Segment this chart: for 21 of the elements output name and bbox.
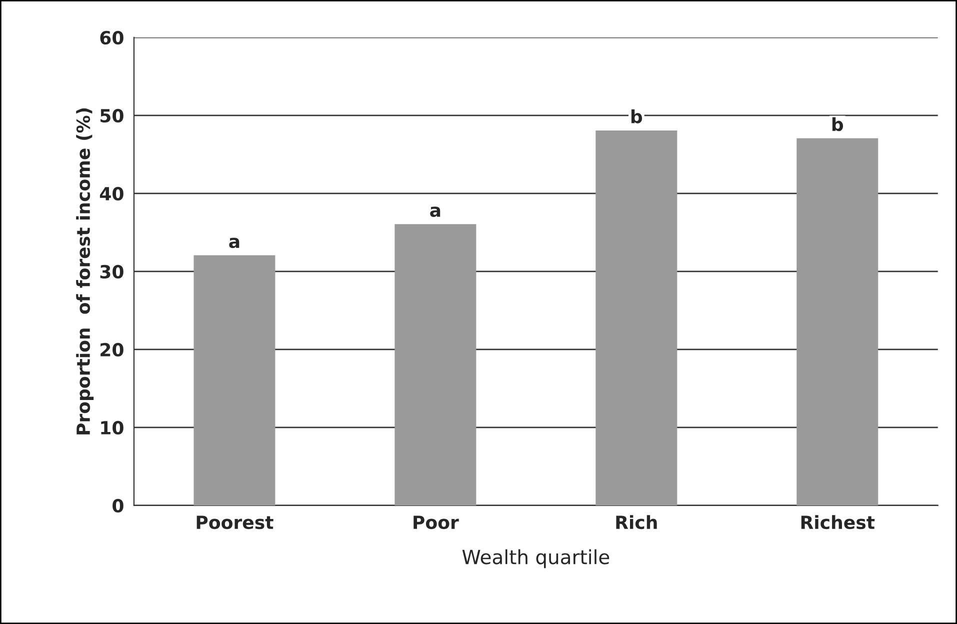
y-tick-label: 30 bbox=[100, 264, 124, 279]
y-axis-title: Proportion of forest income (%) bbox=[76, 108, 94, 434]
x-tick-label: Poor bbox=[414, 516, 459, 530]
bar bbox=[194, 255, 276, 506]
bar bbox=[796, 138, 878, 506]
annotation: a bbox=[229, 238, 240, 248]
x-axis-title: Wealth quartile bbox=[462, 549, 610, 568]
y-tick-label: 10 bbox=[101, 420, 124, 435]
y-tick-label: 50 bbox=[100, 108, 124, 123]
x-tick-label: Poorest bbox=[196, 516, 274, 530]
annotation: b bbox=[832, 117, 844, 132]
annotation: b bbox=[631, 109, 642, 124]
y-tick-label: 60 bbox=[100, 30, 124, 45]
y-tick-label: 20 bbox=[100, 342, 124, 357]
y-tick-label: 40 bbox=[100, 186, 124, 201]
bar bbox=[596, 130, 678, 506]
bar bbox=[394, 224, 476, 506]
x-tick-label: Rich bbox=[616, 515, 657, 530]
y-tick-label: 0 bbox=[112, 498, 124, 513]
x-tick-label: Richest bbox=[801, 515, 875, 530]
annotation: a bbox=[430, 206, 440, 217]
